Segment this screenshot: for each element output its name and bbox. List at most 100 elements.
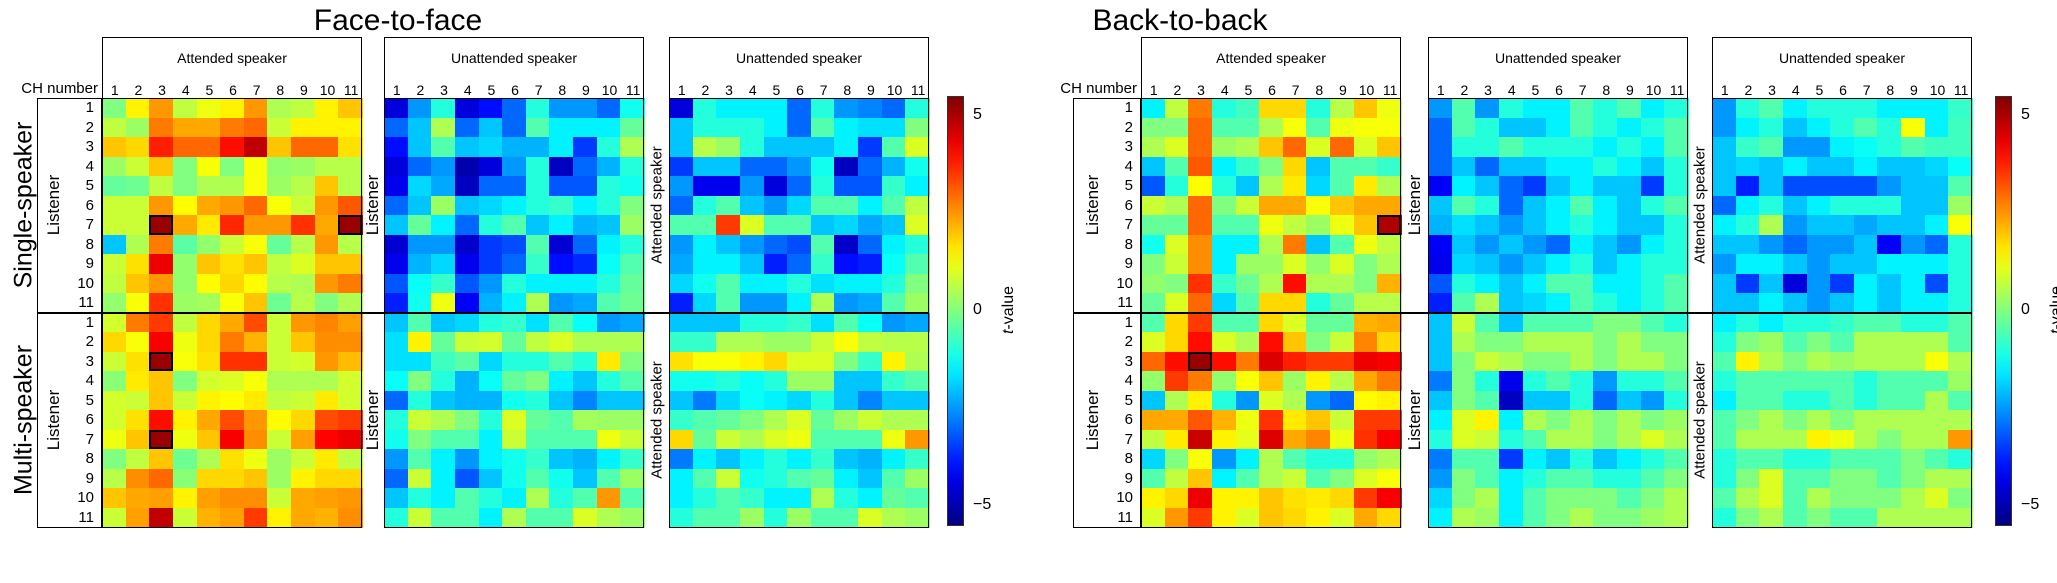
- heatmap-cell: [338, 273, 363, 294]
- heatmap-cell: [620, 176, 645, 197]
- heatmap-cell: [763, 351, 788, 372]
- row-tick-label: 8: [1124, 450, 1133, 467]
- heatmap-cell: [858, 215, 883, 236]
- heatmap-cell: [149, 156, 174, 177]
- heatmap-cell: [1235, 273, 1260, 294]
- heatmap-cell: [1451, 234, 1476, 255]
- heatmap-cell: [905, 429, 930, 450]
- heatmap-cell: [1640, 507, 1665, 528]
- heatmap-cell: [243, 98, 269, 119]
- heatmap-cell: [1235, 449, 1260, 470]
- heatmap-cell: [172, 449, 198, 470]
- column-tick-label: 8: [1315, 82, 1324, 98]
- column-tick-label: 4: [181, 82, 190, 98]
- heatmap-cell: [1617, 117, 1642, 138]
- heatmap-cell: [149, 176, 174, 197]
- heatmap-cell: [763, 312, 788, 333]
- heatmap-cell: [1164, 351, 1189, 372]
- heatmap-cell: [172, 410, 198, 431]
- heatmap-cell: [787, 176, 812, 197]
- heatmap-cell: [1522, 468, 1547, 489]
- heatmap-cell: [787, 312, 812, 333]
- heatmap-cell: [1830, 312, 1855, 333]
- heatmap-cell: [384, 351, 409, 372]
- heatmap-cell: [220, 176, 245, 197]
- heatmap-cell: [669, 156, 694, 177]
- heatmap-cell: [1451, 449, 1476, 470]
- heatmap-cell: [172, 176, 198, 197]
- t-symbol: t: [2048, 330, 2057, 334]
- heatmap-cell: [1211, 449, 1237, 470]
- heatmap-cell: [102, 156, 127, 177]
- heatmap-cell: [787, 137, 812, 158]
- heatmap-cell: [243, 234, 269, 255]
- heatmap-cell: [1853, 390, 1879, 411]
- heatmap-cell: [1759, 156, 1784, 177]
- heatmap-cell: [314, 117, 339, 138]
- heatmap-cell: [1712, 429, 1737, 450]
- heatmap-cell: [1712, 234, 1737, 255]
- heatmap-cell: [196, 195, 221, 216]
- heatmap-cell: [149, 390, 174, 411]
- heatmap-cell: [220, 234, 245, 255]
- heatmap-cell: [905, 215, 930, 236]
- heatmap-cell: [149, 449, 174, 470]
- heatmap-cell: [1164, 117, 1189, 138]
- heatmap-cell: [834, 312, 859, 333]
- heatmap-cell: [454, 98, 480, 119]
- heatmap-cell: [1664, 449, 1689, 470]
- heatmap-cell: [384, 137, 409, 158]
- heatmap-cell: [1377, 390, 1402, 411]
- heatmap-cell: [525, 156, 551, 177]
- heatmap-cell: [407, 234, 432, 255]
- heatmap-cell: [1498, 488, 1524, 509]
- heatmap-cell: [834, 98, 859, 119]
- heatmap-cell: [1353, 312, 1378, 333]
- heatmap-cell: [478, 98, 503, 119]
- row-tick-label: 4: [1124, 372, 1133, 389]
- heatmap-cell: [291, 234, 316, 255]
- column-tick-label: 7: [1578, 82, 1587, 98]
- heatmap-cell: [716, 117, 741, 138]
- heatmap-cell: [1235, 410, 1260, 431]
- heatmap-cell: [1806, 507, 1831, 528]
- heatmap-cell: [478, 410, 503, 431]
- heatmap-cell: [525, 332, 551, 353]
- heatmap-cell: [1306, 156, 1331, 177]
- heatmap-cell: [763, 117, 788, 138]
- heatmap-cell: [573, 449, 598, 470]
- heatmap-cell: [810, 137, 836, 158]
- heatmap-cell: [716, 312, 741, 333]
- heatmap-cell: [1428, 117, 1453, 138]
- heatmap-cell: [196, 293, 221, 314]
- heatmap-cell: [1924, 176, 1949, 197]
- column-tick-label: 9: [1626, 82, 1634, 98]
- heatmap-cell: [1451, 254, 1476, 275]
- heatmap-cell: [1664, 351, 1689, 372]
- colorbar-tick-label: 5: [2021, 105, 2030, 123]
- heatmap-cell: [1546, 410, 1571, 431]
- heatmap-cell: [858, 449, 883, 470]
- heatmap-cell: [1569, 429, 1595, 450]
- heatmap-cell: [196, 254, 221, 275]
- heatmap-cell: [1235, 254, 1260, 275]
- heatmap-cell: [905, 195, 930, 216]
- heatmap-cell: [1164, 254, 1189, 275]
- heatmap-cell: [1569, 351, 1595, 372]
- heatmap-cell: [1640, 215, 1665, 236]
- heatmap-cell: [220, 468, 245, 489]
- row-tick-label: 3: [85, 352, 94, 370]
- heatmap-cell: [220, 273, 245, 294]
- heatmap-cell: [1211, 371, 1237, 392]
- heatmap-cell: [1306, 351, 1331, 372]
- heatmap-cell: [1522, 98, 1547, 119]
- heatmap-cell: [1806, 312, 1831, 333]
- heatmap-cell: [716, 468, 741, 489]
- heatmap-cell: [1569, 449, 1595, 470]
- heatmap-cell: [716, 137, 741, 158]
- heatmap-cell: [220, 371, 245, 392]
- heatmap-cell: [596, 312, 621, 333]
- heatmap-cell: [1853, 332, 1879, 353]
- heatmap-cell: [669, 332, 694, 353]
- heatmap-cell: [1188, 312, 1213, 333]
